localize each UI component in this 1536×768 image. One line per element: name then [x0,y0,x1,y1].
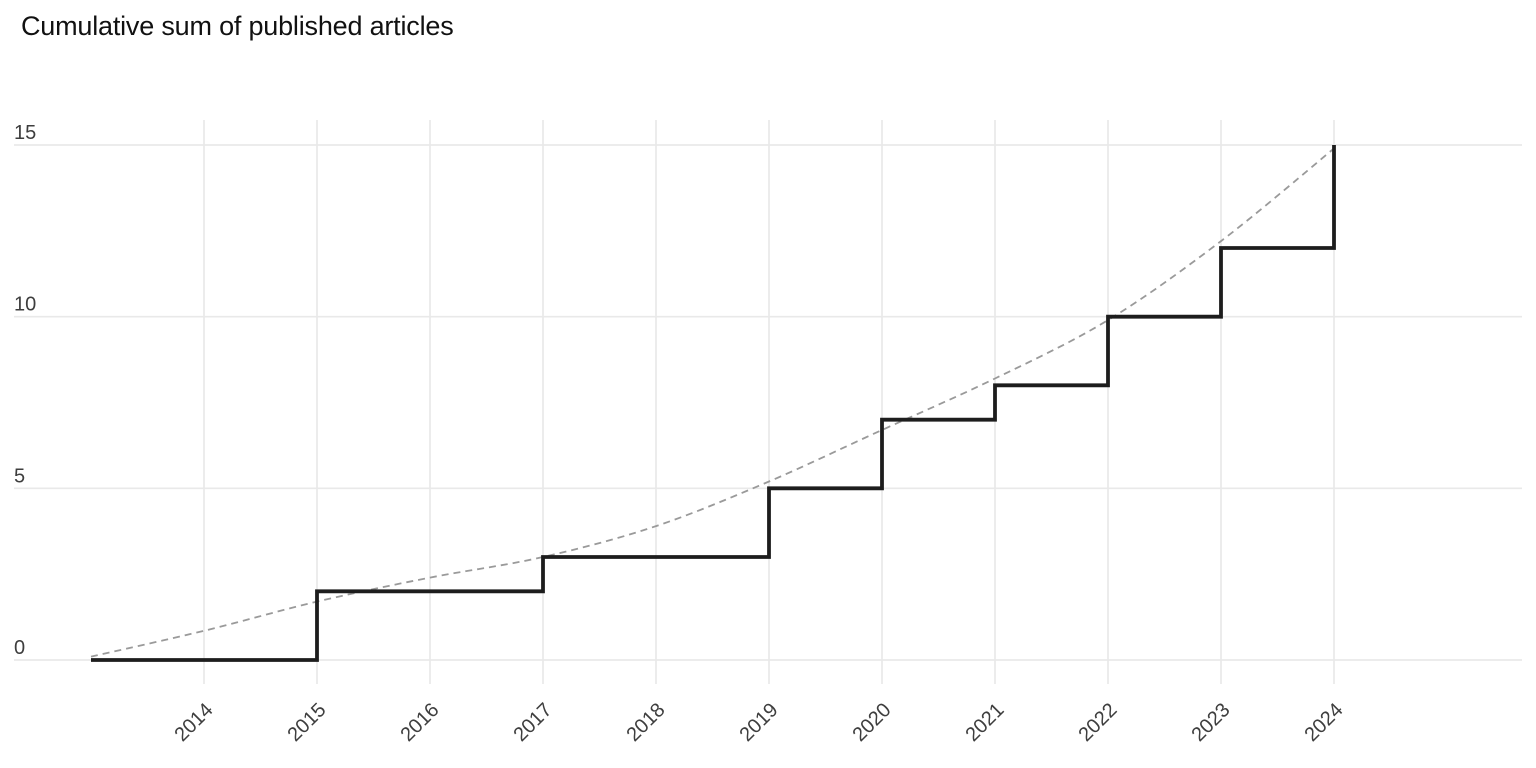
trend-dashed-line [90,147,1335,658]
y-tick-label: 15 [14,122,36,144]
cumulative-step-line [91,145,1336,662]
x-tick-label: 2022 [1075,699,1122,746]
x-tick-label: 2018 [623,699,670,746]
x-tick-label: 2015 [284,699,331,746]
x-tick-label: 2024 [1301,699,1348,746]
x-tick-label: 2014 [171,699,218,746]
y-tick-label: 0 [14,637,25,659]
x-tick-label: 2019 [736,699,783,746]
x-tick-label: 2021 [962,699,1009,746]
chart-title: Cumulative sum of published articles [21,11,454,41]
x-tick-label: 2020 [849,699,896,746]
x-tick-label: 2017 [510,699,557,746]
x-tick-label: 2016 [397,699,444,746]
y-tick-label: 5 [14,465,25,487]
x-tick-label: 2023 [1188,699,1235,746]
y-tick-label: 10 [14,294,36,316]
